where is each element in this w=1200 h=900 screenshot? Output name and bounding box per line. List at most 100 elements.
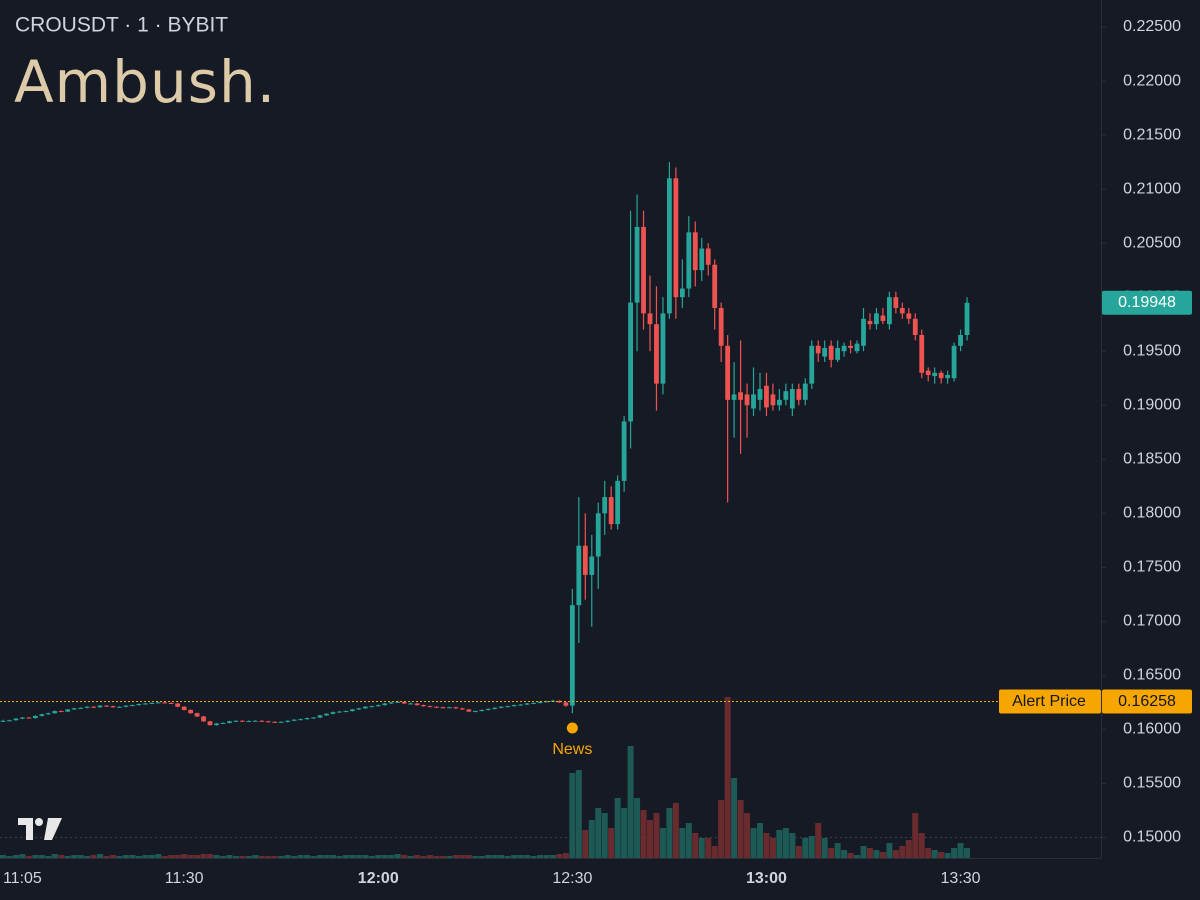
candle-body [91,706,96,708]
volume-bar [420,856,427,858]
volume-bar [925,848,932,858]
candle-body [854,343,860,352]
candle-body [414,703,420,706]
volume-bar [815,823,822,858]
candle-body [207,721,213,726]
volume-bar [465,855,472,858]
volume-bar [821,838,828,858]
volume-bar [724,697,731,858]
volume-bar [142,855,149,858]
volume-bar [679,828,686,858]
y-tick-label: 0.17000 [1123,613,1181,630]
candle-body [621,421,627,481]
candle-body [421,705,426,707]
candle-body [298,719,304,721]
volume-bar [472,856,479,858]
volume-bar [433,856,440,858]
volume-bar [168,855,175,858]
volume-bar [905,840,912,858]
volume-bar [32,855,39,858]
volume-bar [304,855,311,858]
candle-body [906,313,912,319]
y-tick-label: 0.18000 [1123,505,1181,522]
x-tick-label: 12:00 [358,870,399,887]
y-tick-label: 0.19500 [1123,342,1181,359]
news-label: News [552,741,592,758]
volume-bar [394,854,401,858]
volume-bar [964,848,971,858]
candle-body [239,720,245,722]
volume-bar [795,846,802,858]
candle-body [815,345,821,354]
candle-body [278,721,284,723]
volume-bar [97,854,104,858]
candle-body [705,248,711,265]
volume-bar [640,810,647,858]
candle-body [265,721,271,723]
volume-bar [595,808,602,858]
candle-body [408,703,414,705]
volume-bar [588,820,595,858]
alert-tag [999,689,1101,714]
candle-body [7,720,12,722]
volume-bar [879,852,886,858]
volume-bar [375,855,382,858]
candle-body [789,389,795,409]
candle-body [214,723,219,726]
candle-body [945,374,951,379]
volume-bar [912,813,919,858]
volume-bar [174,855,181,858]
candle-body [142,703,148,705]
candle-body [893,297,899,308]
volume-bar [336,856,343,858]
y-tick-label: 0.21000 [1123,180,1181,197]
candle-body [472,711,478,713]
candle-body [958,334,963,346]
candle-body [919,334,925,373]
volume-bar [317,855,324,858]
candle-body [317,715,323,718]
volume-bar [886,843,893,858]
volume-bar [556,854,563,858]
volume-bar [776,830,783,858]
volume-bar [291,856,298,858]
volume-bar [401,855,408,858]
volume-bar [103,856,110,858]
candle-body [388,702,394,704]
volume-bar [782,828,789,858]
volume-bar [459,855,466,858]
candle-body [117,706,122,708]
volume-bar [892,850,899,858]
volume-bar [537,855,544,858]
candle-body [569,605,575,706]
volume-bar [549,855,556,858]
volume-bar [672,803,679,858]
volume-bar [491,855,498,858]
y-tick-label: 0.18500 [1123,450,1181,467]
plot: 0.15000 0.15500 0.16000 0.16500 0.17000 0.175… [0,18,1192,887]
candle-body [168,702,174,704]
alert-price-tag [1102,689,1192,714]
volume-bar [258,856,265,858]
candle-body [479,709,485,712]
volume-bar [355,855,362,858]
volume-bar [789,833,796,858]
candle-body [822,347,828,357]
candle-body [246,720,252,722]
candle-body [227,721,232,723]
y-tick-label: 0.17500 [1123,559,1181,576]
candle-body [867,320,873,325]
candle-body [654,324,659,384]
candle-body [39,714,45,716]
candle-body [123,705,129,707]
volume-bar [239,856,246,858]
candle-body [679,288,685,298]
candle-body [272,721,278,723]
candle-body [899,307,905,314]
candle-body [485,708,491,710]
candle-body [201,716,206,722]
candle-body [964,302,970,335]
volume-bar [685,823,692,858]
candle-body [641,226,646,314]
candle-body [744,394,750,406]
